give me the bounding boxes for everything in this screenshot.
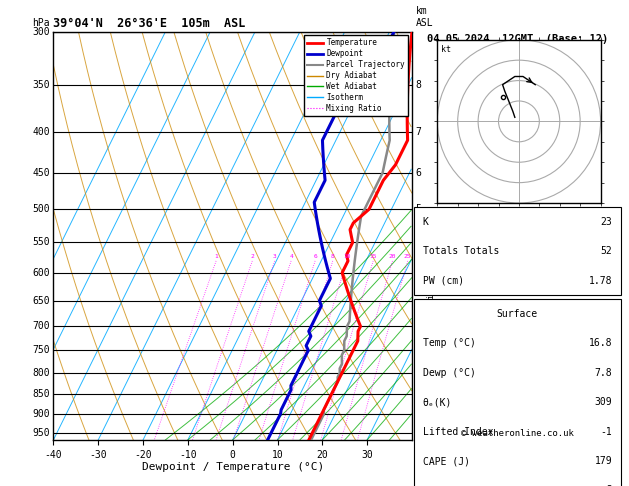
Text: 1.78: 1.78 bbox=[589, 276, 612, 286]
Text: 10: 10 bbox=[343, 254, 350, 259]
Text: -1: -1 bbox=[601, 427, 612, 436]
Bar bbox=[414, 207, 621, 295]
Text: 950: 950 bbox=[32, 428, 50, 437]
Text: 6: 6 bbox=[416, 168, 421, 178]
Text: 2: 2 bbox=[416, 368, 421, 378]
Text: 23: 23 bbox=[601, 217, 612, 227]
Text: 3: 3 bbox=[416, 321, 421, 331]
Text: 2: 2 bbox=[250, 254, 254, 259]
Text: 1: 1 bbox=[416, 409, 421, 419]
Text: km
ASL: km ASL bbox=[416, 6, 433, 28]
Text: Surface: Surface bbox=[497, 309, 538, 319]
Text: 179: 179 bbox=[594, 456, 612, 466]
Text: 04.05.2024  12GMT  (Base: 12): 04.05.2024 12GMT (Base: 12) bbox=[426, 34, 608, 44]
Text: 7: 7 bbox=[416, 127, 421, 137]
Legend: Temperature, Dewpoint, Parcel Trajectory, Dry Adiabat, Wet Adiabat, Isotherm, Mi: Temperature, Dewpoint, Parcel Trajectory… bbox=[304, 35, 408, 116]
Text: 8: 8 bbox=[331, 254, 335, 259]
Text: 3: 3 bbox=[273, 254, 277, 259]
Text: 4: 4 bbox=[289, 254, 293, 259]
Text: kt: kt bbox=[440, 45, 450, 53]
Text: LCL: LCL bbox=[416, 391, 433, 401]
Text: CAPE (J): CAPE (J) bbox=[423, 456, 469, 466]
Text: 52: 52 bbox=[601, 246, 612, 256]
Text: 7.8: 7.8 bbox=[594, 368, 612, 378]
Text: 450: 450 bbox=[32, 168, 50, 178]
Text: 8: 8 bbox=[416, 80, 421, 90]
Bar bbox=[414, 299, 621, 486]
Text: 6: 6 bbox=[313, 254, 317, 259]
Text: 850: 850 bbox=[32, 389, 50, 399]
Text: 550: 550 bbox=[32, 238, 50, 247]
Text: Mixing Ratio (g/kg): Mixing Ratio (g/kg) bbox=[427, 208, 437, 304]
Text: Dewp (°C): Dewp (°C) bbox=[423, 368, 476, 378]
Text: 5: 5 bbox=[416, 204, 421, 214]
Text: 900: 900 bbox=[32, 409, 50, 419]
Text: © weatheronline.co.uk: © weatheronline.co.uk bbox=[461, 429, 574, 438]
Text: 1: 1 bbox=[214, 254, 218, 259]
Text: 600: 600 bbox=[32, 268, 50, 278]
Text: 650: 650 bbox=[32, 295, 50, 306]
Text: 500: 500 bbox=[32, 204, 50, 214]
Text: Temp (°C): Temp (°C) bbox=[423, 338, 476, 348]
Text: 39°04'N  26°36'E  105m  ASL: 39°04'N 26°36'E 105m ASL bbox=[53, 17, 246, 31]
Text: PW (cm): PW (cm) bbox=[423, 276, 464, 286]
Text: hPa: hPa bbox=[32, 17, 50, 28]
Text: 750: 750 bbox=[32, 346, 50, 355]
Text: 700: 700 bbox=[32, 321, 50, 331]
Text: 309: 309 bbox=[594, 397, 612, 407]
Text: 25: 25 bbox=[404, 254, 411, 259]
Text: Totals Totals: Totals Totals bbox=[423, 246, 499, 256]
Text: θₑ(K): θₑ(K) bbox=[423, 397, 452, 407]
Text: 15: 15 bbox=[369, 254, 377, 259]
Text: 4: 4 bbox=[416, 268, 421, 278]
Text: 20: 20 bbox=[389, 254, 396, 259]
Text: 800: 800 bbox=[32, 368, 50, 378]
Text: Lifted Index: Lifted Index bbox=[423, 427, 493, 436]
X-axis label: Dewpoint / Temperature (°C): Dewpoint / Temperature (°C) bbox=[142, 462, 324, 472]
Text: 16.8: 16.8 bbox=[589, 338, 612, 348]
Text: K: K bbox=[423, 217, 428, 227]
Text: 400: 400 bbox=[32, 127, 50, 137]
Text: 300: 300 bbox=[32, 27, 50, 36]
Text: 350: 350 bbox=[32, 80, 50, 90]
